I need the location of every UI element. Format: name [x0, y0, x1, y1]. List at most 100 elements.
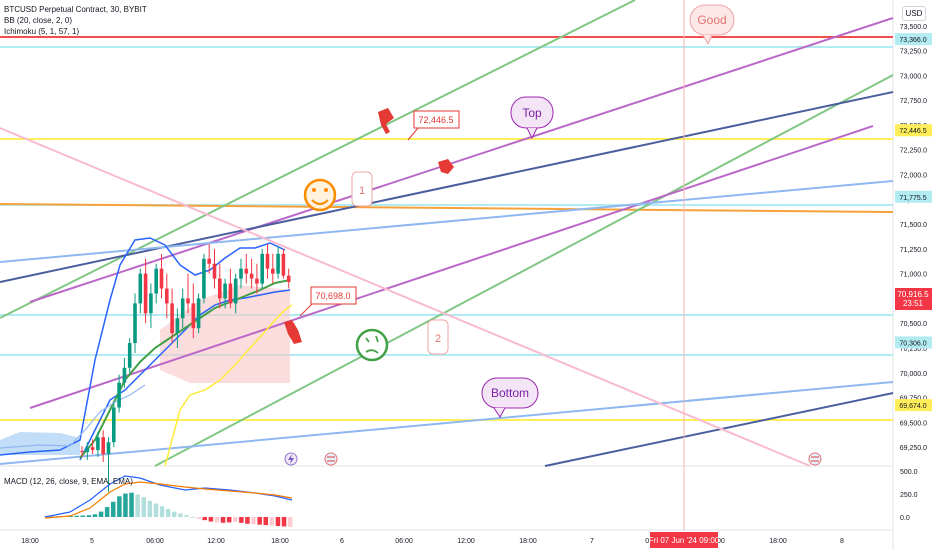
level-badge-label: 71,775.5: [899, 195, 926, 202]
crosshair-time-label: Fri 07 Jun '24 09:00: [649, 532, 720, 548]
candle-body: [218, 278, 222, 299]
macd-tick-label: 500.0: [900, 469, 918, 476]
price-tick-label: 72,750.0: [900, 98, 927, 105]
price-axis[interactable]: [893, 0, 932, 550]
candle-body: [281, 253, 286, 276]
candle-body: [271, 268, 275, 274]
macd-bar: [111, 501, 116, 517]
candle-body: [265, 253, 270, 269]
macd-axis-labels: 500.0 250.0 0.0: [900, 469, 918, 522]
callout-high[interactable]: 72,446.5: [407, 110, 460, 141]
macd-bar: [214, 517, 220, 523]
legend-symbol[interactable]: BTCUSD Perpetual Contract, 30, BYBIT: [4, 5, 147, 14]
level-badge-label: 69,674.0: [899, 403, 926, 410]
time-tick-label: 7: [590, 538, 594, 545]
candle-body: [233, 278, 238, 304]
macd-bar: [165, 508, 171, 517]
macd-bar: [263, 517, 268, 526]
lightning-event-icon[interactable]: [284, 452, 298, 466]
candle-body: [260, 253, 264, 284]
candle-body: [175, 318, 180, 334]
price-tick-label: 69,250.0: [900, 445, 927, 452]
candle-body: [244, 268, 249, 274]
trendline-lightblue-upper: [0, 180, 894, 263]
price-tick-label: 73,000.0: [900, 73, 927, 80]
time-tick-label: 18:00: [519, 538, 537, 545]
pointing-hand-icon[interactable]: [378, 108, 394, 134]
candle-body: [143, 273, 148, 314]
price-tick-label: 71,250.0: [900, 247, 927, 254]
candle-body: [117, 382, 121, 408]
price-tick-label: 70,500.0: [900, 321, 927, 328]
candle-body: [122, 367, 127, 383]
price-tick-label: 71,000.0: [900, 272, 927, 279]
trendline-green-lower: [154, 74, 894, 467]
price-tick-label: 70,000.0: [900, 371, 927, 378]
svg-text:70,698.0: 70,698.0: [315, 291, 350, 301]
macd-bar: [123, 493, 128, 517]
price-tick-label: 69,500.0: [900, 420, 927, 427]
macd-bar: [153, 503, 159, 517]
legend-ichimoku[interactable]: Ichimoku (5, 1, 57, 1): [4, 27, 80, 36]
macd-bar: [275, 517, 281, 526]
good-bubble[interactable]: Good: [689, 4, 735, 46]
candle-body: [170, 303, 174, 334]
macd-bar: [226, 517, 232, 523]
ichimoku-base: [0, 384, 146, 449]
candle-body: [239, 268, 243, 279]
candle-body: [165, 288, 169, 304]
bottom-label: Bottom: [491, 386, 529, 400]
candle-body: [228, 283, 233, 304]
level-badge: [895, 124, 932, 137]
level-badge: [895, 190, 932, 203]
macd-bar: [68, 515, 73, 517]
svg-text:Fri 07 Jun '24 09:00: Fri 07 Jun '24 09:00: [649, 536, 720, 545]
bb-lower: [79, 289, 291, 461]
time-tick-label: 06:00: [146, 538, 164, 545]
current-price-badge: 70,916.5 23:51: [895, 288, 932, 310]
svg-text:2: 2: [435, 333, 441, 345]
svg-text:23:51: 23:51: [903, 299, 924, 308]
trendline-purple-lower: [29, 125, 874, 409]
price-tick-label: 72,250.0: [900, 148, 927, 155]
macd-bar: [159, 506, 165, 517]
ichimoku-lagging: [164, 304, 293, 467]
pointing-hand-icon-3[interactable]: [284, 320, 302, 344]
us-flag-event-icon[interactable]: [324, 452, 338, 466]
trendline-pink: [0, 127, 811, 467]
legend-macd[interactable]: MACD (12, 26, close, 9, EMA, EMA): [4, 477, 133, 486]
svg-text:70,916.5: 70,916.5: [897, 290, 929, 299]
trendline-purple-upper: [29, 17, 894, 303]
macd-bar: [117, 496, 122, 517]
bb-basis: [79, 279, 291, 459]
macd-bar: [208, 517, 214, 522]
sick-face-icon[interactable]: [355, 328, 389, 362]
macd-bar: [98, 511, 104, 517]
smiley-icon[interactable]: [303, 178, 337, 212]
level-badge: [895, 336, 932, 349]
candle-body: [112, 407, 116, 443]
bb-upper: [0, 237, 286, 456]
legend-bb[interactable]: BB (20, close, 2, 0): [4, 16, 73, 25]
price-tick-label: 69,750.0: [900, 396, 927, 403]
currency-button[interactable]: USD: [902, 6, 926, 21]
level-badge: [895, 33, 932, 46]
level-badge-label: 72,446.5: [899, 128, 926, 135]
top-bubble[interactable]: Top: [510, 96, 554, 140]
macd-bar: [104, 507, 110, 517]
pointing-hand-icon-2[interactable]: [438, 159, 454, 174]
callout-low[interactable]: 70,698.0: [299, 286, 357, 317]
candle-body: [249, 273, 254, 279]
candle-body: [255, 278, 259, 284]
macd-tick-label: 250.0: [900, 492, 918, 499]
wave-1-label[interactable]: 1: [351, 171, 373, 207]
us-flag-event-icon-2[interactable]: [808, 452, 822, 466]
bottom-bubble[interactable]: Bottom: [481, 377, 539, 418]
good-label: Good: [697, 13, 726, 27]
macd-bar: [80, 515, 85, 517]
wave-2-label[interactable]: 2: [427, 319, 449, 355]
price-tick-label: 73,500.0: [900, 24, 927, 31]
candle-body: [180, 298, 185, 319]
